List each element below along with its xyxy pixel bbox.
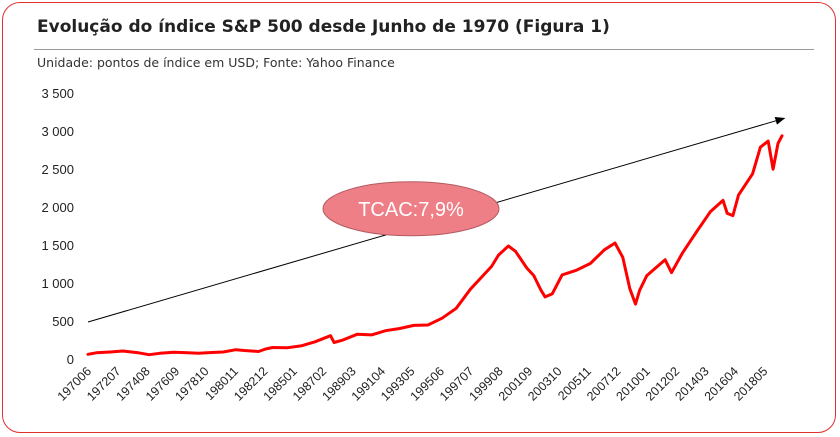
y-tick-label: 1 000 xyxy=(41,276,74,291)
series-line xyxy=(86,134,784,357)
y-tick-label: 1 500 xyxy=(41,238,74,253)
cagr-label: TCAC:7,9% xyxy=(358,199,464,221)
y-tick-label: 0 xyxy=(67,352,74,367)
cagr-bubble xyxy=(322,181,500,237)
title-divider xyxy=(34,49,814,50)
y-tick-label: 2 000 xyxy=(41,200,74,215)
y-tick-label: 2 500 xyxy=(41,162,74,177)
chart-title: Evolução do índice S&P 500 desde Junho d… xyxy=(37,17,610,37)
y-tick-label: 3 000 xyxy=(41,124,74,139)
chart-subtitle: Unidade: pontos de índice em USD; Fonte:… xyxy=(37,55,395,70)
y-tick-label: 3 500 xyxy=(41,86,74,101)
y-tick-label: 500 xyxy=(52,314,74,329)
